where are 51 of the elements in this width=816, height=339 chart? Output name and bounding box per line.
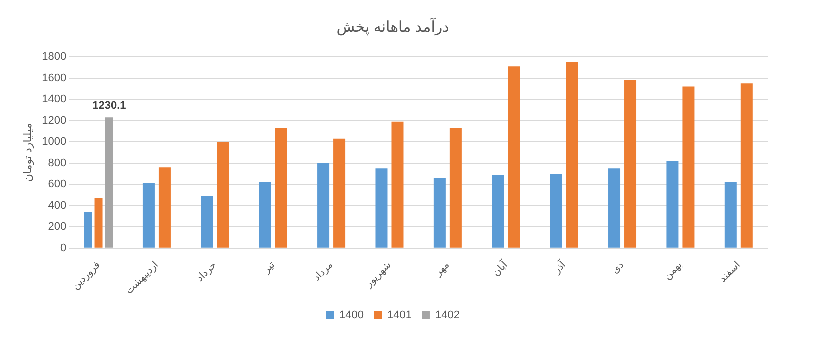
x-tick-label: اردیبهشت bbox=[124, 260, 162, 297]
x-tick-label: فروردین bbox=[70, 260, 103, 292]
x-tick-label: بهمن bbox=[662, 260, 685, 282]
bar bbox=[334, 138, 346, 248]
y-tick-label: 600 bbox=[48, 178, 67, 191]
legend-label: 1400 bbox=[340, 310, 364, 322]
bar bbox=[434, 178, 446, 248]
y-tick-label: 1000 bbox=[42, 136, 67, 148]
y-tick-label: 1800 bbox=[42, 51, 67, 64]
bar bbox=[450, 128, 462, 248]
x-tick-label: مهر bbox=[432, 260, 452, 280]
y-axis-title: میلیارد تومان bbox=[22, 123, 35, 182]
bar bbox=[740, 84, 753, 248]
y-tick-label: 400 bbox=[48, 200, 67, 212]
y-tick-label: 1600 bbox=[42, 72, 67, 84]
bar bbox=[201, 196, 214, 248]
chart-title: درآمد ماهانه پخش bbox=[336, 17, 450, 36]
x-tick-label: آذر bbox=[550, 258, 570, 277]
bar bbox=[105, 118, 114, 248]
data-label: 1230.1 bbox=[92, 100, 126, 112]
legend-label: 1401 bbox=[388, 310, 412, 322]
bar bbox=[217, 142, 230, 248]
x-tick-label: آبان bbox=[490, 258, 512, 279]
bar bbox=[608, 168, 621, 248]
x-tick-label: اسفند bbox=[718, 260, 743, 285]
y-tick-label: 1400 bbox=[42, 94, 67, 106]
bar bbox=[508, 66, 520, 248]
bar bbox=[550, 174, 562, 248]
bar bbox=[566, 62, 578, 248]
bar bbox=[259, 182, 272, 248]
bar bbox=[275, 128, 288, 248]
bar bbox=[492, 175, 504, 248]
x-tick-label: مرداد bbox=[312, 260, 336, 284]
bar bbox=[392, 122, 404, 248]
bar bbox=[724, 182, 737, 248]
y-tick-label: 800 bbox=[48, 157, 67, 170]
bar bbox=[158, 168, 171, 248]
y-tick-label: 0 bbox=[60, 242, 67, 254]
bar bbox=[624, 80, 637, 248]
bar bbox=[666, 161, 679, 248]
bar bbox=[142, 184, 155, 248]
legend-label: 1402 bbox=[435, 310, 460, 322]
bar bbox=[318, 163, 330, 248]
y-tick-label: 1200 bbox=[42, 114, 67, 127]
bar bbox=[682, 86, 695, 248]
x-tick-label: تیر bbox=[260, 260, 278, 276]
x-tick-label: خرداد bbox=[194, 260, 220, 284]
y-tick-label: 200 bbox=[48, 221, 67, 234]
x-tick-label: دی bbox=[610, 260, 627, 276]
bar bbox=[376, 168, 388, 248]
x-tick-label: شهریور bbox=[363, 260, 394, 291]
